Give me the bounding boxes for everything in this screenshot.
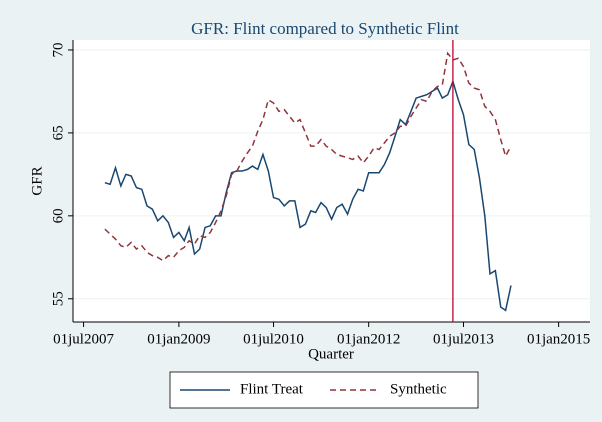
legend-label: Synthetic bbox=[390, 381, 447, 397]
series-line bbox=[104, 79, 512, 312]
y-tick-label: 60 bbox=[50, 208, 66, 223]
x-tick-label: 01jul2007 bbox=[53, 331, 114, 347]
x-tick-label: 01jan2012 bbox=[337, 331, 400, 347]
x-tick-label: 01jul2013 bbox=[433, 331, 494, 347]
y-axis-title: GFR bbox=[29, 166, 45, 195]
x-tick-label: 01jul2010 bbox=[243, 331, 304, 347]
x-tick-label: 01jan2009 bbox=[147, 331, 210, 347]
legend-label: Flint Treat bbox=[240, 381, 304, 397]
y-tick-label: 70 bbox=[50, 42, 66, 57]
x-tick-label: 01jan2015 bbox=[527, 331, 590, 347]
y-tick-label: 55 bbox=[50, 291, 66, 306]
x-axis-title: Quarter bbox=[308, 346, 354, 362]
series-line bbox=[104, 51, 512, 262]
plot-area bbox=[73, 40, 590, 322]
chart-title: GFR: Flint compared to Synthetic Flint bbox=[191, 19, 459, 38]
y-tick-label: 65 bbox=[50, 125, 66, 140]
